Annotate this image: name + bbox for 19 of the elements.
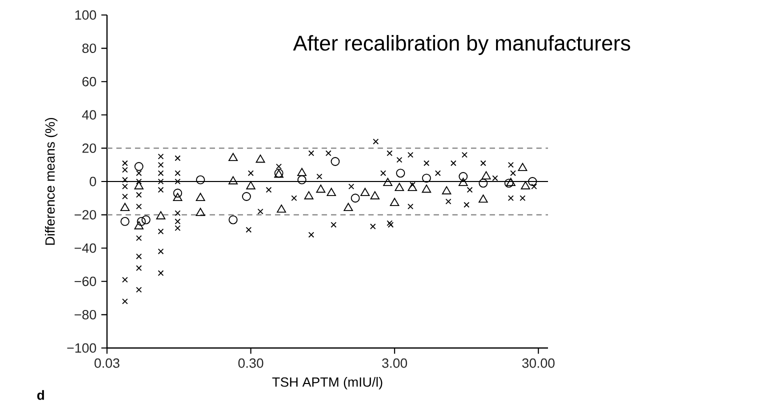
y-tick-label: −100 <box>67 343 96 353</box>
y-tick-label: 60 <box>82 76 96 86</box>
y-tick-label: 0 <box>90 176 96 186</box>
y-tick-label: −20 <box>74 210 96 220</box>
y-axis-title: Difference means (%) <box>44 118 58 245</box>
x-tick-label: 0.03 <box>94 358 120 368</box>
y-tick-label: 100 <box>75 10 96 20</box>
x-tick-label: 0.30 <box>238 358 264 368</box>
y-tick-label: −60 <box>74 276 96 286</box>
y-tick-label: 40 <box>82 110 96 120</box>
x-tick-label: 3.00 <box>382 358 408 368</box>
y-tick-label: −40 <box>74 243 96 253</box>
text: d <box>37 390 44 400</box>
y-tick-label: 80 <box>82 44 96 54</box>
text: After recalibration by manufacturers <box>293 35 630 55</box>
y-tick-label: 20 <box>82 143 96 153</box>
x-tick-label: 30.00 <box>522 358 555 368</box>
y-tick-label: −80 <box>74 310 96 320</box>
x-axis-title: TSH APTM (mIU/l) <box>272 376 382 390</box>
